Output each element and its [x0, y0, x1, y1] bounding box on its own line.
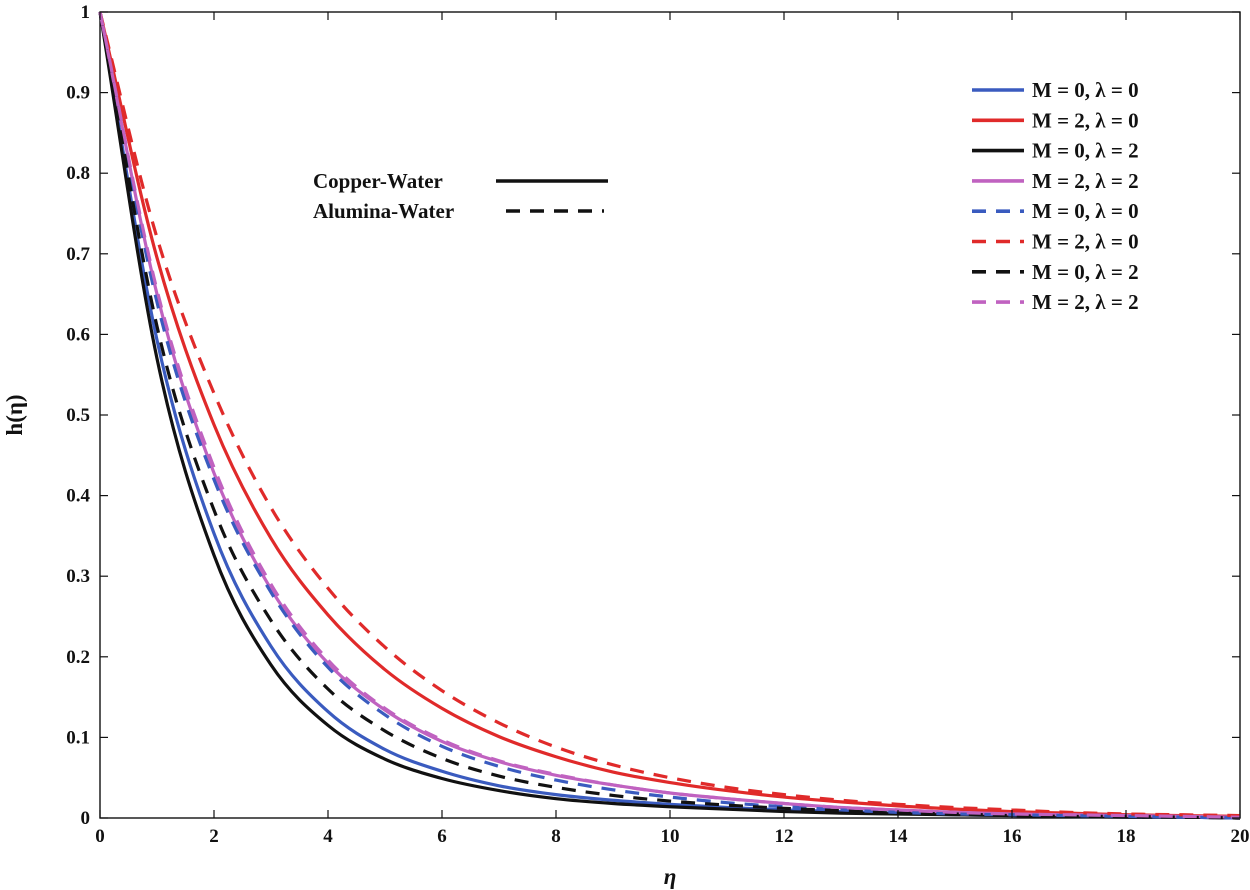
x-tick-label: 18: [1117, 826, 1136, 847]
y-tick-label: 0.9: [66, 83, 90, 104]
y-tick-label: 0: [81, 808, 91, 829]
fluid-key-label: Copper-Water: [313, 169, 443, 193]
x-tick-label: 10: [661, 826, 680, 847]
y-axis-label: h(η): [2, 394, 27, 435]
x-axis: 0 2 4 6 8 10 12 14 16 18 20: [95, 12, 1250, 847]
series-line-7-dashed: [98, 11, 1241, 820]
x-axis-label: η: [664, 864, 677, 889]
series-line-1-solid: [98, 11, 1241, 820]
legend-label: M = 2, λ = 2: [1032, 290, 1139, 314]
series-line-6-dashed: [98, 11, 1241, 818]
series-line-3-solid: [98, 11, 1241, 820]
plot-frame-rect: [99, 11, 1241, 819]
legend-label: M = 0, λ = 2: [1032, 139, 1139, 163]
series-line-2-solid: [98, 11, 1241, 818]
y-axis: 0 0.1 0.2 0.3 0.4 0.5 0.6 0.7 0.8 0.9 1: [66, 2, 1240, 829]
legend-label: M = 2, λ = 0: [1032, 108, 1139, 132]
x-tick-label: 2: [209, 826, 219, 847]
legend: M = 0, λ = 0 M = 2, λ = 0 M = 0, λ = 2 M = …: [972, 78, 1139, 314]
legend-label: M = 2, λ = 2: [1032, 169, 1139, 193]
legend-label: M = 0, λ = 2: [1032, 260, 1139, 284]
series-line-8-dashed: [98, 11, 1241, 819]
y-tick-label: 0.3: [66, 566, 90, 587]
y-tick-label: 0.7: [66, 244, 90, 265]
legend-label: M = 0, λ = 0: [1032, 199, 1139, 223]
x-tick-label: 0: [95, 826, 105, 847]
plot-frame: [99, 11, 1241, 819]
x-tick-label: 12: [775, 826, 794, 847]
legend-label: M = 0, λ = 0: [1032, 78, 1139, 102]
series-line-5-dashed: [98, 11, 1241, 820]
x-tick-label: 8: [551, 826, 561, 847]
y-tick-label: 1: [81, 2, 91, 23]
y-tick-label: 0.2: [66, 647, 90, 668]
fluid-key-label: Alumina-Water: [313, 199, 454, 223]
x-tick-label: 4: [323, 826, 333, 847]
y-tick-label: 0.4: [66, 486, 90, 507]
legend-label: M = 2, λ = 0: [1032, 230, 1139, 254]
x-tick-label: 16: [1003, 826, 1022, 847]
x-tick-label: 6: [437, 826, 447, 847]
x-tick-label: 20: [1231, 826, 1250, 847]
curves: [98, 11, 1241, 820]
x-tick-label: 14: [889, 826, 909, 847]
y-tick-label: 0.1: [66, 727, 90, 748]
y-tick-label: 0.8: [66, 163, 90, 184]
y-tick-label: 0.5: [66, 405, 90, 426]
fluid-key: Copper-Water Alumina-Water: [313, 169, 608, 223]
series-line-4-solid: [98, 11, 1241, 819]
y-tick-label: 0.6: [66, 324, 90, 345]
